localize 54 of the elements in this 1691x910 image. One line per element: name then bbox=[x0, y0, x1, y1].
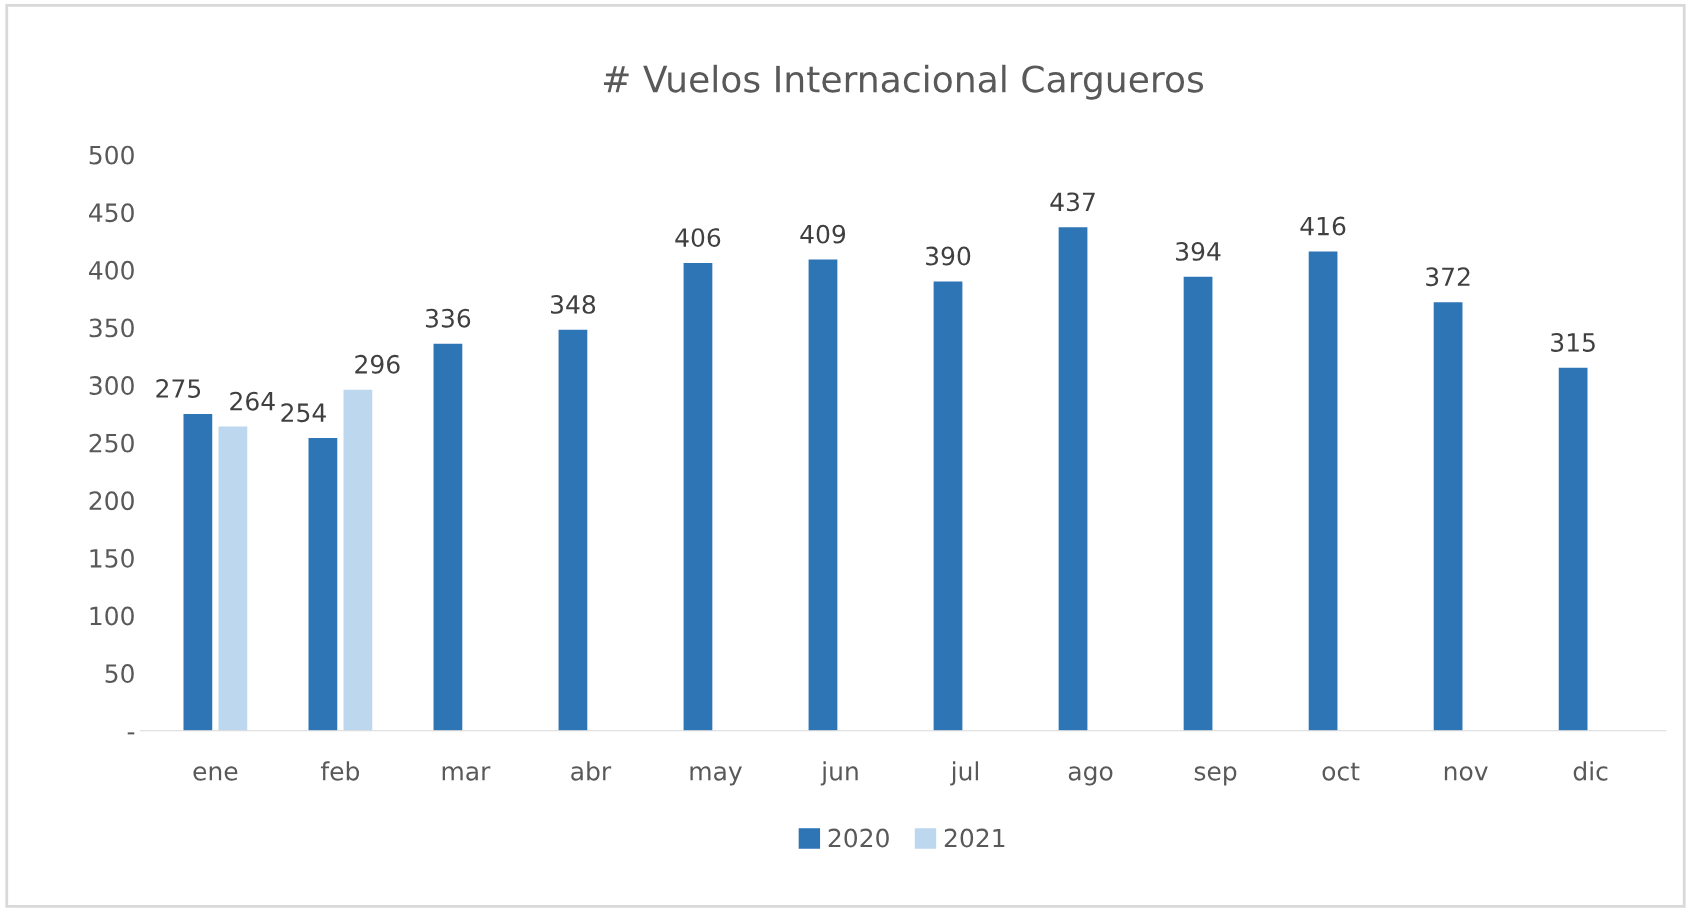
data-label: 315 bbox=[1551, 332, 1595, 352]
y-tick-label: 400 bbox=[89, 260, 134, 280]
y-tick-label: 100 bbox=[90, 606, 134, 626]
bar bbox=[183, 413, 213, 731]
x-tick-label: mar bbox=[442, 766, 491, 781]
x-tick-label: may bbox=[690, 766, 742, 786]
y-tick-label: 200 bbox=[89, 491, 134, 511]
data-label: 275 bbox=[156, 379, 201, 398]
data-label: 416 bbox=[1300, 216, 1346, 236]
bar bbox=[1058, 227, 1088, 731]
bar bbox=[683, 262, 713, 731]
x-tick-label: sep bbox=[1194, 766, 1237, 786]
data-label: 348 bbox=[550, 294, 596, 314]
x-tick-label: dic bbox=[1573, 761, 1608, 781]
legend-label: 2021 bbox=[944, 828, 1005, 848]
data-label: 372 bbox=[1426, 267, 1470, 287]
y-tick-label: 450 bbox=[89, 203, 134, 223]
bar bbox=[1558, 367, 1588, 731]
y-tick-label: 500 bbox=[89, 145, 134, 165]
data-label: 336 bbox=[425, 308, 471, 328]
x-tick-label: nov bbox=[1444, 766, 1488, 781]
y-tick-label: 300 bbox=[89, 376, 134, 395]
data-label: 394 bbox=[1176, 241, 1221, 261]
y-tick-label: 50 bbox=[105, 664, 134, 683]
chart-title: # Vuelos Internacional Cargueros bbox=[603, 64, 1204, 100]
bar bbox=[1183, 276, 1213, 731]
x-tick-label: ago bbox=[1068, 766, 1113, 786]
bar bbox=[343, 389, 373, 731]
data-label: 390 bbox=[926, 246, 971, 266]
data-label: 409 bbox=[800, 224, 846, 244]
data-label: 264 bbox=[230, 391, 275, 411]
y-tick-label: 350 bbox=[89, 318, 134, 338]
bar bbox=[558, 329, 588, 731]
data-label: 254 bbox=[281, 403, 326, 423]
bar bbox=[1433, 302, 1463, 731]
bar bbox=[218, 426, 248, 731]
bar bbox=[1308, 251, 1338, 731]
y-tick-label: 250 bbox=[89, 433, 134, 453]
x-tick-label: jun bbox=[820, 761, 858, 786]
bar bbox=[933, 281, 963, 731]
x-tick-label: jul bbox=[950, 761, 979, 786]
y-tick-label: 150 bbox=[90, 548, 134, 568]
bar bbox=[433, 343, 463, 731]
bar bbox=[808, 259, 838, 731]
data-label: 296 bbox=[355, 354, 400, 374]
data-label: 437 bbox=[1050, 192, 1095, 212]
legend-label: 2020 bbox=[828, 828, 889, 848]
bar bbox=[308, 438, 338, 731]
x-tick-label: oct bbox=[1322, 762, 1360, 781]
x-tick-label: abr bbox=[571, 761, 612, 781]
data-label: 406 bbox=[675, 228, 721, 248]
x-tick-label: feb bbox=[320, 761, 360, 781]
y-tick-label: - bbox=[127, 732, 135, 735]
x-tick-label: ene bbox=[193, 766, 238, 781]
